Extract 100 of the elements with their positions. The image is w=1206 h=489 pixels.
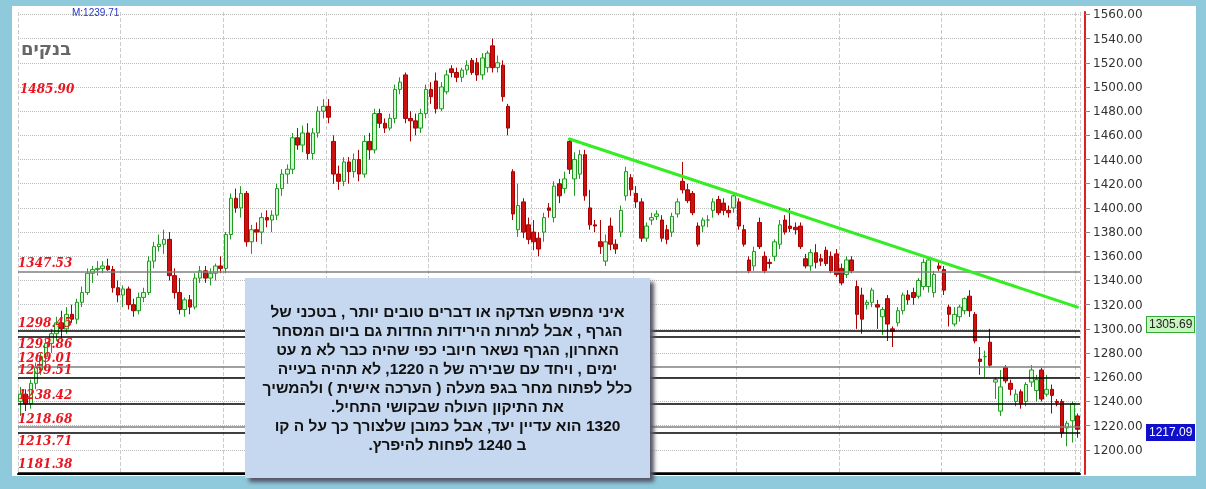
candlestick [362,134,367,179]
candlestick [998,369,1003,417]
text: 1305.69 [1146,316,1196,333]
candlestick [254,221,259,243]
y-tick-label: 1260.00 [1093,370,1143,385]
candlestick [629,173,633,197]
candlestick [265,209,269,228]
candlestick [706,214,710,228]
candlestick [352,153,356,179]
candlestick [644,221,649,243]
candlestick [506,103,510,136]
candlestick [603,234,608,267]
candlestick [516,183,520,238]
candlestick [701,217,705,233]
candlestick [259,212,264,245]
candlestick [737,197,741,231]
candlestick [557,178,562,204]
candlestick [244,190,249,248]
candlestick [803,253,808,269]
candlestick [567,138,572,175]
y-tick-label: 1400.00 [1093,200,1143,215]
candlestick [495,55,500,73]
candlestick [983,350,987,378]
candlestick [880,306,885,336]
candlestick [326,98,331,124]
candlestick [675,197,680,219]
callout-box: איני מחפש הצדקה או דברים טובים יותר , בטכני של הגרף , אבל למרות הירידות החדות גם ביום המסחר האחרון, הגרף נשאר חיובי כפי שהיה כבר לא מ עט ימים , ויחד עם שבירה של ה 1220, לא תהיה בעייה כלל לפתוח מחר בגפ מעלה ( הערכה אישית ) ולהמשיך את התיקון העולה שבקושי התחיל. 1320 הוא עדיין יעד, אבל כמובן שלצורך כך על ה קו ב 1240 לפחות להיפרץ. [245,278,650,478]
candlestick [649,212,654,226]
candlestick [747,255,751,274]
y-tick-label: 1280.00 [1093,346,1143,361]
text: 1217.09 [1146,424,1196,441]
candlestick [937,260,941,272]
annotation: 1485.90 [20,82,75,96]
ref-line-label: 1347.53 [18,256,73,271]
candlestick [182,296,187,318]
y-tick-label: 1240.00 [1093,394,1143,409]
candlestick [542,212,546,243]
y-tick-label: 1420.00 [1093,176,1143,191]
candlestick [885,294,890,342]
y-tick-label: 1460.00 [1093,128,1143,143]
candlestick [234,188,238,214]
y-tick-label: 1300.00 [1093,321,1143,336]
candlestick [1044,374,1049,398]
y-tick-label: 1340.00 [1093,273,1143,288]
ref-line-label: 1213.71 [18,434,73,449]
y-tick-label: 1320.00 [1093,297,1143,312]
candlestick [357,149,361,182]
candlestick [306,122,310,161]
candlestick [490,38,495,73]
candlestick [1008,379,1013,396]
candlestick [552,180,556,223]
candlestick [372,108,377,154]
candlestick [218,255,223,274]
candlestick [188,294,192,315]
candlestick [696,221,700,248]
candlestick [624,166,628,202]
y-tick-label: 1220.00 [1093,418,1143,433]
candlestick [967,289,972,318]
candlestick [367,132,372,161]
candlestick [731,192,736,214]
candlestick [742,224,746,248]
candlestick [511,168,515,221]
text: בנקים [21,37,72,59]
candlestick [942,265,946,296]
candlestick [239,185,243,219]
y-tick-label: 1500.00 [1093,79,1143,94]
candlestick [752,246,756,272]
candlestick [808,248,813,272]
candlestick [501,59,505,102]
ref-line-label: 1181.38 [18,457,73,472]
candlestick [1039,367,1044,402]
candlestick [947,304,951,327]
y-tick-label: 1440.00 [1093,152,1143,167]
candlestick [875,299,880,330]
candlestick [670,212,674,238]
y-tick-label: 1560.00 [1093,7,1143,22]
y-tick-label: 1540.00 [1093,31,1143,46]
y-tick-label: 1200.00 [1093,442,1143,457]
candlestick [1050,384,1054,415]
candlestick [70,304,74,324]
candlestick [849,255,854,274]
candlestick [619,205,623,238]
y-tick-label: 1380.00 [1093,225,1143,240]
candlestick [121,284,125,308]
candlestick [249,224,254,255]
y-tick-label: 1520.00 [1093,55,1143,70]
ref-line-label: 1218.68 [18,412,73,427]
candlestick [711,197,715,219]
y-tick-label: 1480.00 [1093,104,1143,119]
annotation: M:1239.71 [72,7,120,18]
y-tick-label: 1360.00 [1093,249,1143,264]
candlestick [583,149,587,202]
candlestick [654,209,659,221]
candlestick [300,125,305,153]
candlestick [988,328,992,369]
candlestick [978,346,982,376]
candlestick [1019,388,1023,410]
candlestick [993,376,998,400]
candlestick [342,156,346,187]
candlestick [1014,388,1018,407]
